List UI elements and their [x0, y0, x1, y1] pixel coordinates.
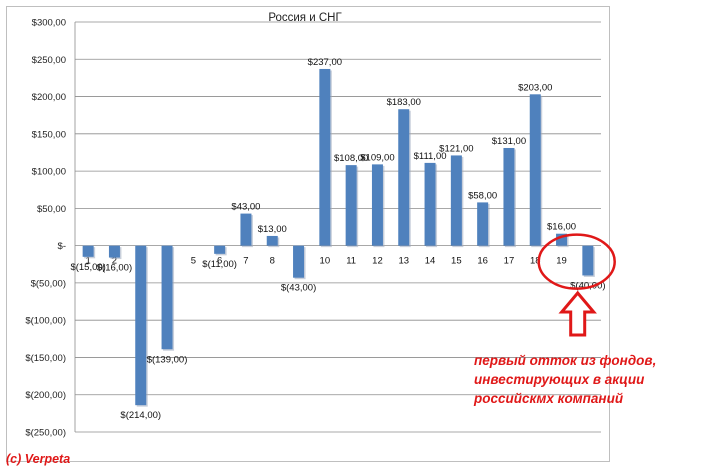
data-label: $43,00 [231, 202, 260, 213]
data-label: $(16,00) [97, 263, 132, 274]
data-label: $203,00 [518, 82, 552, 93]
up-arrow-icon [558, 290, 597, 337]
bar [161, 245, 173, 350]
y-tick-label: $150,00 [32, 129, 66, 140]
category-label: 16 [477, 256, 488, 267]
category-label: 2 [112, 256, 117, 267]
bar [240, 213, 252, 246]
data-label: $111,00 [414, 151, 447, 162]
y-tick-label: $(50,00) [31, 278, 66, 289]
y-tick-label: $200,00 [32, 92, 66, 103]
bar [424, 162, 436, 246]
y-tick-label: $(200,00) [25, 390, 66, 401]
bar [529, 94, 541, 246]
data-label: $108,00 [334, 153, 368, 164]
annotation-line: инвестирующих в акции [474, 372, 645, 387]
data-label: $131,00 [492, 136, 526, 147]
bar [319, 68, 331, 246]
category-label: 12 [372, 256, 383, 267]
bar [556, 233, 568, 246]
data-label: $(43,00) [281, 283, 316, 294]
annotation-line: российскмх компаний [474, 391, 624, 406]
y-tick-label: $250,00 [32, 55, 66, 66]
bar [293, 245, 305, 278]
category-label: 10 [320, 256, 331, 267]
bar [214, 245, 226, 254]
bar [371, 164, 383, 246]
category-label: 19 [556, 256, 567, 267]
bar [135, 245, 147, 406]
data-label: $(15,00) [70, 262, 105, 273]
category-label: 18 [530, 256, 541, 267]
category-label: 7 [243, 256, 248, 267]
y-tick-label: $(250,00) [25, 428, 66, 439]
highlight-ellipse [537, 233, 616, 290]
category-label: 14 [425, 256, 436, 267]
y-tick-label: $100,00 [32, 167, 66, 178]
y-tick-label: $300,00 [32, 18, 66, 29]
bar [582, 245, 594, 276]
copyright-text: (c) Verpeta [6, 452, 71, 466]
category-label: 5 [191, 256, 196, 267]
bar [266, 235, 278, 246]
category-label: 1 [86, 256, 91, 267]
bar [82, 245, 94, 257]
data-label: $121,00 [439, 143, 473, 154]
y-tick-label: $- [58, 241, 66, 252]
annotation-line: первый отток из фондов, [474, 353, 657, 368]
data-label: $183,00 [387, 97, 421, 108]
data-label: $(11,00) [202, 259, 237, 270]
data-label: $109,00 [360, 152, 394, 163]
bar [345, 165, 357, 246]
chart-border [6, 6, 610, 462]
category-label: 15 [451, 256, 462, 267]
chart-title: Россия и СНГ [268, 12, 342, 24]
category-label: 11 [346, 256, 356, 267]
bar [108, 245, 120, 258]
bar [450, 155, 462, 246]
y-tick-label: $(150,00) [25, 353, 66, 364]
category-label: 17 [504, 256, 515, 267]
annotation-text: первый отток из фондов, инвестирующих в … [474, 351, 704, 408]
data-label: $58,00 [468, 190, 497, 201]
bar [477, 202, 489, 246]
bar [503, 147, 515, 246]
y-tick-label: $(100,00) [25, 316, 66, 327]
bar [398, 109, 410, 246]
y-tick-label: $50,00 [37, 204, 66, 215]
category-label: 8 [270, 256, 275, 267]
data-label: $13,00 [258, 224, 287, 235]
data-label: $16,00 [547, 222, 576, 233]
category-label: 6 [217, 256, 222, 267]
category-label: 13 [398, 256, 409, 267]
data-label: $(40,00) [570, 280, 605, 291]
data-label: $(214,00) [120, 410, 161, 421]
data-label: $237,00 [308, 57, 342, 68]
data-label: $(139,00) [147, 354, 188, 365]
